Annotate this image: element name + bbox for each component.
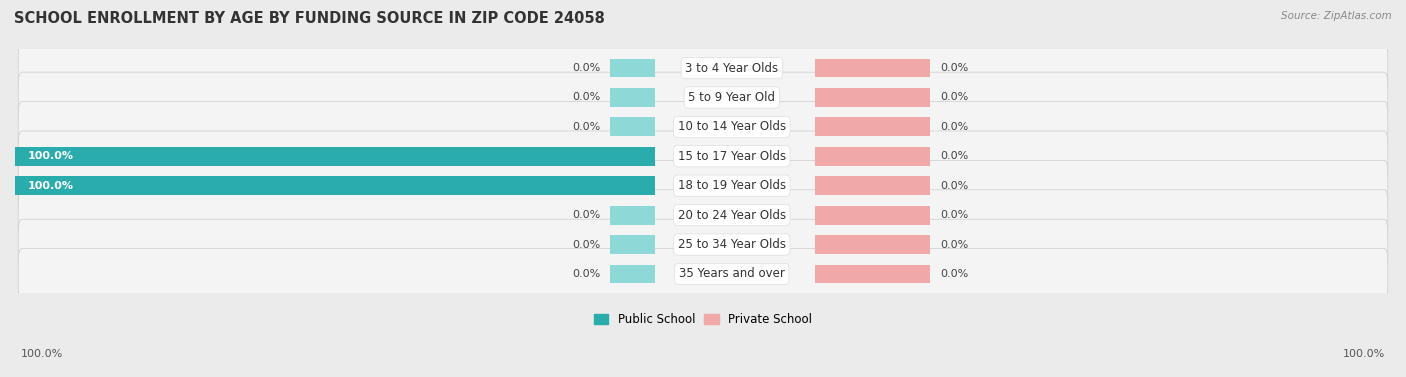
Text: 100.0%: 100.0%	[1343, 349, 1385, 359]
Text: 35 Years and over: 35 Years and over	[679, 267, 785, 280]
FancyBboxPatch shape	[18, 101, 1388, 152]
Text: 0.0%: 0.0%	[939, 181, 969, 191]
Text: 0.0%: 0.0%	[572, 122, 600, 132]
Text: 100.0%: 100.0%	[21, 349, 63, 359]
Bar	[15, 147, 655, 166]
Bar	[815, 265, 931, 284]
Text: Source: ZipAtlas.com: Source: ZipAtlas.com	[1281, 11, 1392, 21]
FancyBboxPatch shape	[18, 190, 1388, 241]
Bar	[815, 147, 931, 166]
Text: 5 to 9 Year Old: 5 to 9 Year Old	[689, 91, 775, 104]
FancyBboxPatch shape	[18, 43, 1388, 93]
Text: 0.0%: 0.0%	[939, 122, 969, 132]
Text: SCHOOL ENROLLMENT BY AGE BY FUNDING SOURCE IN ZIP CODE 24058: SCHOOL ENROLLMENT BY AGE BY FUNDING SOUR…	[14, 11, 605, 26]
Text: 0.0%: 0.0%	[572, 269, 600, 279]
Bar	[815, 235, 931, 254]
Bar	[815, 88, 931, 107]
Bar	[815, 118, 931, 136]
Text: 0.0%: 0.0%	[939, 210, 969, 220]
Bar	[15, 176, 655, 195]
Text: 0.0%: 0.0%	[939, 63, 969, 73]
Bar	[815, 176, 931, 195]
Text: 25 to 34 Year Olds: 25 to 34 Year Olds	[678, 238, 786, 251]
Bar	[815, 59, 931, 77]
Text: 0.0%: 0.0%	[939, 239, 969, 250]
Text: 3 to 4 Year Olds: 3 to 4 Year Olds	[685, 61, 779, 75]
Bar	[610, 88, 655, 107]
Text: 0.0%: 0.0%	[939, 92, 969, 103]
Text: 0.0%: 0.0%	[572, 63, 600, 73]
Text: 0.0%: 0.0%	[939, 151, 969, 161]
FancyBboxPatch shape	[18, 248, 1388, 299]
Text: 20 to 24 Year Olds: 20 to 24 Year Olds	[678, 208, 786, 222]
Bar	[610, 206, 655, 225]
Text: 0.0%: 0.0%	[572, 210, 600, 220]
Text: 0.0%: 0.0%	[939, 269, 969, 279]
FancyBboxPatch shape	[18, 160, 1388, 211]
Text: 100.0%: 100.0%	[28, 151, 73, 161]
Bar	[610, 265, 655, 284]
Text: 18 to 19 Year Olds: 18 to 19 Year Olds	[678, 179, 786, 192]
Bar	[610, 235, 655, 254]
FancyBboxPatch shape	[18, 131, 1388, 182]
Bar	[610, 118, 655, 136]
FancyBboxPatch shape	[18, 72, 1388, 123]
Text: 100.0%: 100.0%	[28, 181, 73, 191]
Text: 0.0%: 0.0%	[572, 92, 600, 103]
Text: 10 to 14 Year Olds: 10 to 14 Year Olds	[678, 120, 786, 133]
Text: 15 to 17 Year Olds: 15 to 17 Year Olds	[678, 150, 786, 163]
Bar	[815, 206, 931, 225]
Bar	[610, 59, 655, 77]
Legend: Public School, Private School: Public School, Private School	[589, 309, 817, 331]
FancyBboxPatch shape	[18, 219, 1388, 270]
Text: 0.0%: 0.0%	[572, 239, 600, 250]
